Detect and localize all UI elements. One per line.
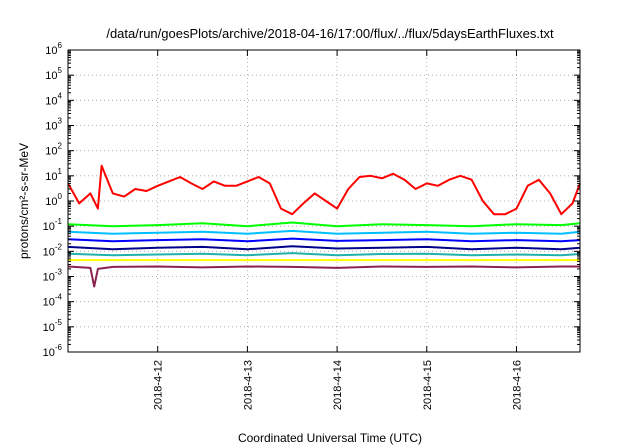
axis-ticks: 10-6 10-5 10-4 10-3 10-2 10-1 100 101 102 103 104 1… [43,41,580,410]
x-tick-label: 2018-4-13 [242,360,254,410]
x-tick-label: 2018-4-12 [153,360,165,410]
series-line-1 [67,164,581,216]
series-line-6 [67,252,581,257]
y-tick-label: 102 [45,142,62,158]
y-tick-label: 106 [45,41,62,57]
x-tick-label: 2018-4-14 [332,360,344,410]
series-line-8 [67,265,580,288]
series-line-2 [67,221,581,228]
y-tick-label: 105 [45,66,62,82]
series-line-4 [67,237,581,243]
x-tick-label: 2018-4-16 [511,360,523,410]
y-tick-label: 104 [45,91,62,107]
chart-title: /data/run/goesPlots/archive/2018-04-16/1… [106,26,554,41]
y-tick-label: 10-1 [43,217,63,233]
y-tick-label: 10-2 [43,242,63,258]
y-tick-label: 10-5 [43,318,63,334]
y-tick-label: 100 [45,192,62,208]
series-line-5 [67,245,581,251]
series-layer [67,164,581,288]
y-tick-label: 10-3 [43,268,63,284]
series-line-3 [67,229,581,235]
y-tick-label: 10-4 [43,293,63,309]
grid-lines [68,50,580,352]
y-tick-label: 101 [45,167,62,183]
x-axis-label: Coordinated Universal Time (UTC) [238,431,422,445]
y-axis-label: protons/cm²-s-sr-MeV [17,143,31,259]
y-tick-label: 10-6 [43,343,63,359]
y-tick-label: 103 [45,117,62,133]
x-tick-label: 2018-4-15 [422,360,434,410]
